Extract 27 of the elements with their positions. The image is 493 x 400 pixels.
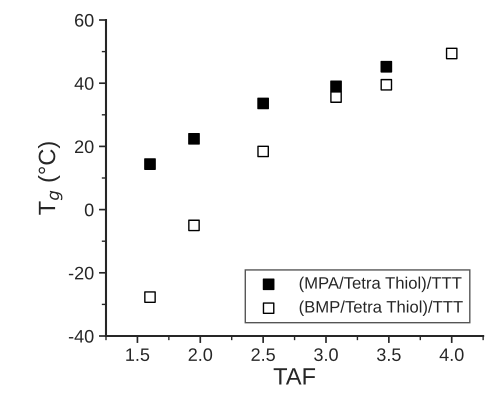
x-tick-label: 4.0: [440, 348, 464, 362]
y-axis-title: T$_{g}$ (°C): [38, 142, 62, 215]
point: [380, 60, 392, 73]
point: [330, 91, 342, 103]
point: [257, 98, 269, 110]
point: [144, 158, 156, 170]
point: [446, 48, 458, 60]
x-tick-label: 3.5: [376, 348, 401, 362]
legend-label: (MPA/Tetra Thiol)/TTT: [300, 276, 462, 292]
x-axis-title: TAF: [274, 368, 316, 385]
point: [188, 132, 200, 145]
x-tick-label: 2.0: [188, 348, 212, 362]
point: [330, 80, 342, 92]
y-tick-label: 20: [75, 140, 94, 154]
x-tick-label: 2.5: [252, 348, 275, 362]
x-tick-label: 3.0: [314, 348, 338, 362]
legend-label: (BMP/Tetra Thiol)/TTT: [300, 300, 463, 316]
point: [257, 146, 269, 158]
point: [188, 220, 200, 232]
y-tick-label: -40: [68, 330, 94, 343]
x-tick-label: 1.5: [126, 348, 150, 362]
y-tick-label: -20: [68, 266, 94, 280]
point: [144, 291, 156, 303]
point: [380, 78, 392, 91]
y-tick-label: 60: [75, 14, 94, 27]
y-tick-label: 0: [84, 204, 94, 216]
y-tick-label: 40: [74, 77, 94, 90]
